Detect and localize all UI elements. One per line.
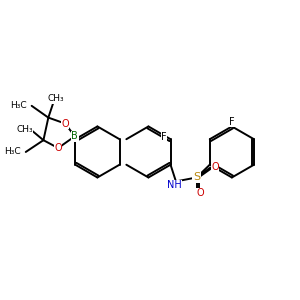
Text: H₃C: H₃C (10, 101, 27, 110)
Text: O: O (197, 188, 204, 198)
Text: O: O (61, 118, 69, 128)
Text: O: O (54, 143, 62, 153)
Text: F: F (161, 132, 167, 142)
Text: O: O (212, 162, 219, 172)
Text: NH: NH (167, 180, 181, 190)
Text: F: F (229, 116, 235, 127)
Text: B: B (71, 131, 78, 141)
Text: CH₃: CH₃ (16, 125, 33, 134)
Text: S: S (193, 172, 200, 182)
Text: H₃C: H₃C (4, 148, 21, 157)
Text: CH₃: CH₃ (48, 94, 64, 103)
